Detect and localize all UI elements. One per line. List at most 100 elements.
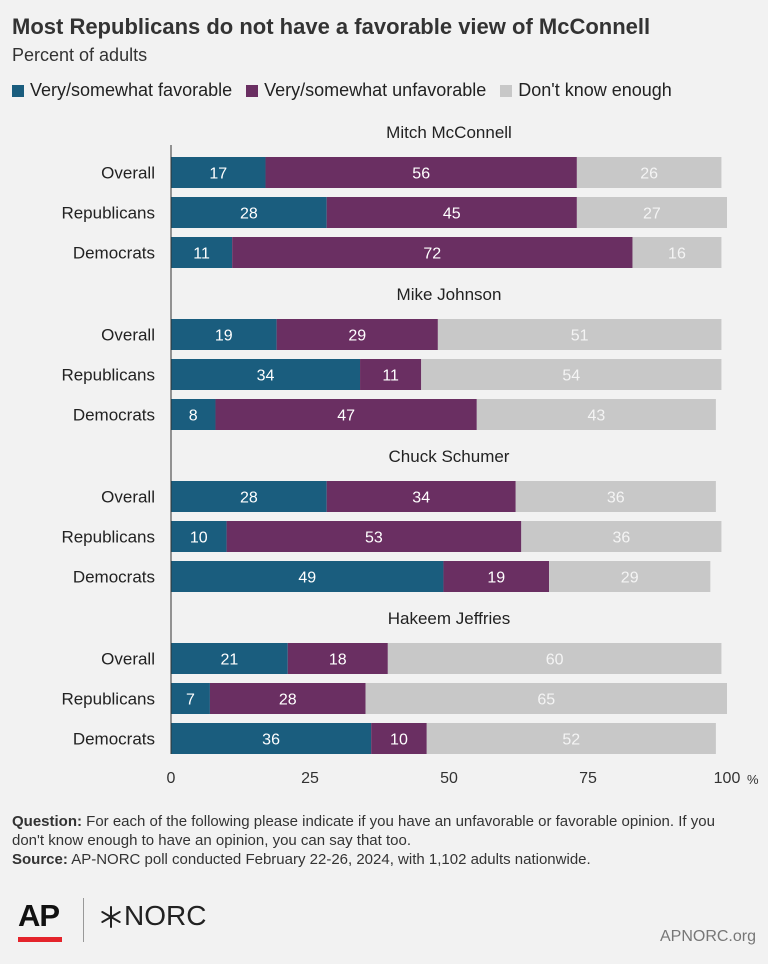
data-label-unfavorable: 56 [412,166,430,183]
norc-star-icon [101,906,121,928]
data-label-dont-know: 65 [537,692,555,709]
bar-segment-unfavorable [215,399,477,430]
legend: Very/somewhat favorable Very/somewhat un… [12,80,672,101]
norc-logo-text: NORC [124,900,207,931]
bar-segment-unfavorable [326,481,516,512]
data-label-dont-know: 36 [607,490,625,507]
bar-segment-unfavorable [265,157,577,188]
data-label-dont-know: 27 [643,206,661,223]
data-label-dont-know: 52 [562,732,580,749]
row-label: Overall [101,488,155,507]
bar-segment-unfavorable [276,319,438,350]
bar-segment-dont-know [549,561,711,592]
data-label-favorable: 49 [298,570,316,587]
bar-segment-unfavorable [209,683,366,714]
data-label-unfavorable: 53 [365,530,383,547]
source-label: Source: [12,851,68,868]
group-header: Mike Johnson [397,285,502,304]
data-label-dont-know: 16 [668,246,686,263]
row-label: Overall [101,164,155,183]
bar-segment-favorable [171,561,444,592]
site-url: APNORC.org [659,928,756,945]
bar-segment-unfavorable [443,561,550,592]
data-label-unfavorable: 10 [390,732,408,749]
row-label: Republicans [61,204,155,223]
data-label-unfavorable: 18 [329,652,347,669]
data-label-unfavorable: 29 [348,328,366,345]
bar-segment-favorable [171,683,210,714]
ap-logo-bar [18,937,62,942]
chart-title: Most Republicans do not have a favorable… [12,14,651,39]
data-label-unfavorable: 11 [382,368,399,385]
data-label-unfavorable: 34 [412,490,430,507]
row-label: Republicans [61,528,155,547]
data-label-unfavorable: 28 [279,692,297,709]
x-tick-label: 75 [579,770,597,787]
source-note: Source: AP-NORC poll conducted February … [12,850,742,869]
legend-label-dont-know: Don't know enough [518,80,672,100]
bar-segment-dont-know [576,197,727,228]
data-label-favorable: 28 [240,206,258,223]
row-label: Republicans [61,690,155,709]
row-label: Democrats [73,406,155,425]
data-label-dont-know: 54 [562,368,580,385]
data-label-dont-know: 51 [571,328,589,345]
data-label-dont-know: 26 [640,166,658,183]
legend-item-favorable: Very/somewhat favorable [12,80,232,101]
bar-segment-dont-know [426,723,716,754]
data-label-favorable: 21 [220,652,238,669]
chart-subtitle: Percent of adults [12,45,148,65]
data-label-favorable: 34 [257,368,275,385]
data-label-unfavorable: 47 [337,408,355,425]
data-label-unfavorable: 72 [423,246,441,263]
data-label-favorable: 19 [215,328,233,345]
data-label-favorable: 7 [186,692,195,709]
question-label: Question: [12,813,82,830]
legend-swatch-favorable [12,84,24,97]
data-label-favorable: 36 [262,732,280,749]
row-label: Overall [101,650,155,669]
bar-segment-unfavorable [287,643,388,674]
data-label-dont-know: 29 [621,570,639,587]
row-label: Democrats [73,244,155,263]
data-label-favorable: 17 [209,166,227,183]
data-label-dont-know: 36 [612,530,630,547]
x-tick-label: 50 [440,770,458,787]
bar-segment-favorable [171,157,266,188]
x-tick-label: 25 [301,770,319,787]
bar-segment-dont-know [632,237,722,268]
bar-segment-favorable [171,723,372,754]
legend-label-favorable: Very/somewhat favorable [30,80,233,100]
bar-segment-dont-know [421,359,722,390]
bar-segment-dont-know [515,481,716,512]
data-label-favorable: 11 [193,246,210,263]
legend-item-unfavorable: Very/somewhat unfavorable [246,80,486,101]
legend-item-dont-know: Don't know enough [500,80,672,101]
legend-swatch-dont-know [500,84,513,97]
x-tick-label: 100 [714,770,741,787]
data-label-dont-know: 43 [587,408,605,425]
bar-segment-dont-know [476,399,716,430]
bar-segment-dont-know [521,521,722,552]
bar-segment-unfavorable [232,237,633,268]
chart-footer: Question: For each of the following plea… [12,812,742,869]
bar-segment-unfavorable [226,521,522,552]
bar-segment-favorable [171,399,216,430]
stacked-bar-chart: Mitch McConnell Overall 17 56 26 Republicans 2… [61,123,759,787]
bar-segment-dont-know [576,157,722,188]
norc-logo: NORC [100,900,206,932]
data-label-favorable: 10 [190,530,208,547]
bar-segment-favorable [171,359,361,390]
data-label-unfavorable: 45 [443,206,461,223]
legend-label-unfavorable: Very/somewhat unfavorable [264,80,487,100]
question-text: For each of the following please indicat… [12,813,715,849]
bar-segment-favorable [171,319,277,350]
bar-segment-unfavorable [360,359,422,390]
group-header: Chuck Schumer [389,447,510,466]
row-label: Republicans [61,366,155,385]
data-label-favorable: 28 [240,490,258,507]
bar-segment-favorable [171,521,227,552]
bar-segment-dont-know [365,683,727,714]
bar-segment-favorable [171,197,327,228]
source-text: AP-NORC poll conducted February 22-26, 2… [71,851,591,868]
